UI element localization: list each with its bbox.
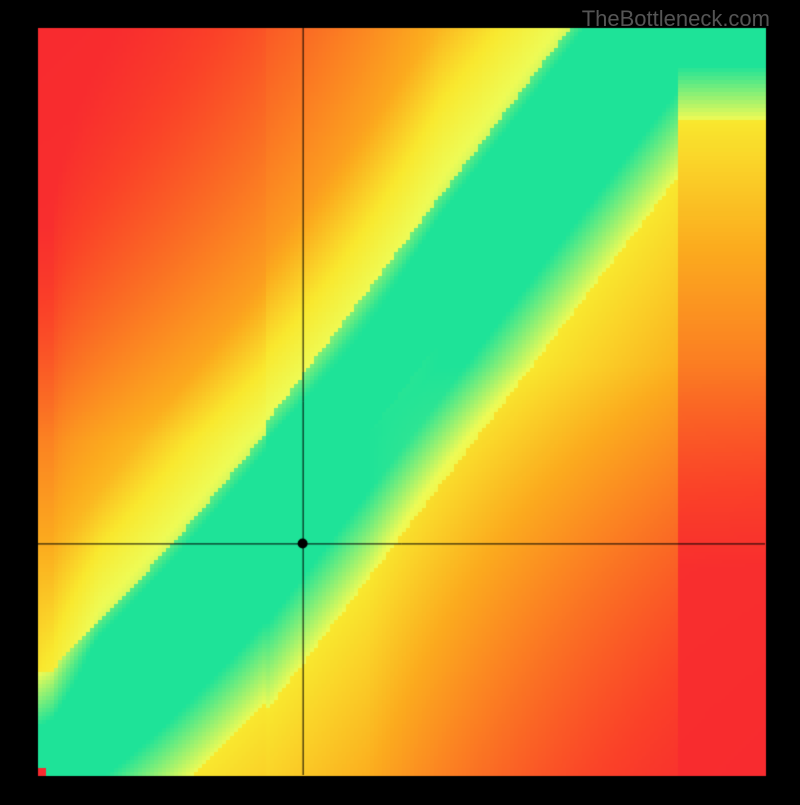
watermark-text: TheBottleneck.com <box>582 6 770 32</box>
bottleneck-heatmap <box>0 0 800 800</box>
chart-container: TheBottleneck.com <box>0 0 800 800</box>
